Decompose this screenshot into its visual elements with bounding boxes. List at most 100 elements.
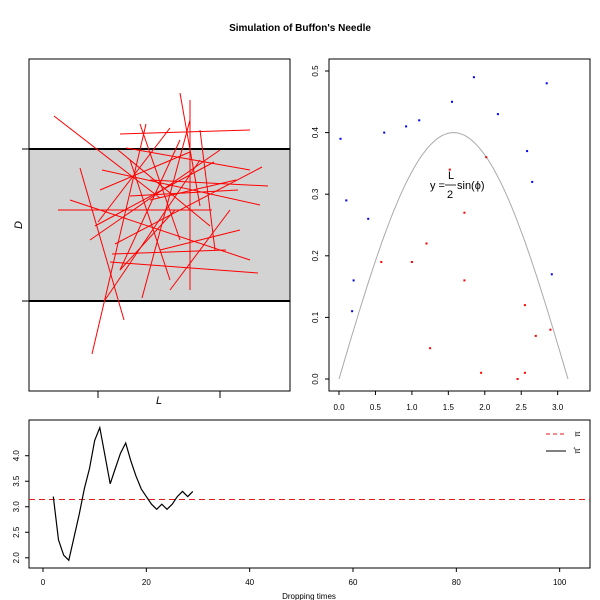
sine-point-20 — [463, 211, 466, 214]
needle-29 — [119, 209, 176, 271]
pi-y-tick-label-3: 3.5 — [12, 475, 21, 487]
pi-y-tick-label-1: 2.5 — [12, 526, 21, 538]
sine-point-4 — [367, 217, 370, 220]
sine-point-13 — [545, 82, 548, 85]
sine-x-tick-label-6: 3.0 — [552, 403, 564, 412]
curve-label-numerator: L — [448, 170, 454, 182]
pi-x-tick-label-5: 100 — [553, 578, 567, 587]
needle-12 — [111, 249, 227, 255]
needle-9 — [149, 179, 269, 187]
needle-x-label: L — [156, 395, 162, 407]
needle-28 — [94, 161, 215, 227]
sine-y-tick-label-0: 0.0 — [311, 373, 320, 385]
sine-curve — [338, 132, 569, 380]
sine-point-21 — [463, 279, 466, 282]
needles-group — [53, 92, 269, 355]
sine-x-tick-label-4: 2.0 — [479, 403, 491, 412]
needle-23 — [199, 129, 216, 251]
needle-16 — [169, 209, 231, 291]
sine-point-27 — [534, 334, 537, 337]
sine-point-26 — [523, 304, 526, 307]
sine-point-19 — [448, 168, 451, 171]
needle-14 — [125, 147, 251, 171]
page-title: Simulation of Buffon's Needle — [229, 23, 371, 34]
sine-point-14 — [550, 273, 553, 276]
sine-x-ticks: 0.0 0.5 1.0 1.5 2.0 2.5 3.0 — [333, 391, 564, 412]
pi-y-tick-label-2: 3.0 — [12, 501, 21, 513]
curve-label-denominator: 2 — [447, 189, 453, 201]
needle-panel: L D — [13, 58, 291, 407]
pi-x-tick-label-3: 60 — [349, 578, 358, 587]
sine-y-tick-label-4: 0.4 — [311, 126, 320, 138]
sine-panel: 0.0 0.5 1.0 1.5 2.0 2.5 3.0 0.0 0.1 0.2 0.3 0.4 0.5… — [311, 58, 591, 412]
sine-point-28 — [549, 328, 552, 331]
needle-y-label: D — [13, 221, 25, 229]
sine-point-11 — [526, 150, 529, 153]
needle-10 — [129, 189, 239, 197]
sine-point-9 — [472, 76, 475, 79]
sine-point-3 — [351, 310, 354, 313]
legend-pi-label: π — [573, 431, 582, 437]
needle-7 — [109, 261, 259, 274]
sine-x-tick-label-2: 1.0 — [406, 403, 418, 412]
needle-11 — [79, 167, 125, 321]
needle-5 — [117, 149, 211, 227]
needle-0 — [53, 115, 161, 199]
needle-4 — [119, 129, 251, 135]
sine-points-group — [339, 76, 553, 380]
sine-point-1 — [345, 199, 348, 202]
sine-point-18 — [429, 347, 432, 350]
needle-20 — [104, 159, 201, 301]
pi-panel: 0 20 40 60 80 100 2.0 2.5 3.0 3.5 4.0 Dropping ti… — [12, 419, 591, 600]
sine-y-tick-label-1: 0.1 — [311, 311, 320, 323]
sine-point-2 — [352, 279, 355, 282]
sine-x-tick-label-1: 0.5 — [370, 403, 382, 412]
pi-panel-frame — [28, 419, 591, 569]
needle-18 — [139, 123, 181, 241]
pi-x-ticks: 0 20 40 60 80 100 — [41, 568, 567, 587]
sine-x-tick-label-5: 2.5 — [516, 403, 528, 412]
curve-label: y = L 2 sin(ϕ) — [430, 170, 485, 201]
pi-estimate-line — [52, 425, 194, 562]
needle-25 — [69, 199, 251, 261]
sine-y-ticks: 0.0 0.1 0.2 0.3 0.4 0.5 — [311, 65, 329, 385]
needle-13 — [141, 119, 191, 299]
sine-point-10 — [496, 113, 499, 116]
needle-26 — [129, 159, 171, 281]
sine-point-23 — [485, 156, 488, 159]
sine-point-8 — [451, 100, 453, 103]
pi-y-tick-label-0: 2.0 — [12, 552, 21, 564]
sine-x-tick-label-3: 1.5 — [443, 403, 455, 412]
pi-x-label: Dropping times — [282, 592, 336, 600]
needle-24 — [149, 179, 237, 201]
needle-1 — [91, 123, 147, 355]
needle-band — [29, 149, 290, 301]
sine-panel-frame — [328, 58, 591, 392]
sine-point-25 — [523, 371, 526, 374]
needle-19 — [159, 229, 241, 251]
pi-x-tick-label-4: 80 — [452, 578, 461, 587]
curve-label-suffix: sin(ϕ) — [457, 180, 485, 192]
legend-pi-hat-label: π̂ — [573, 446, 582, 454]
sine-x-tick-label-0: 0.0 — [333, 403, 345, 412]
sine-point-22 — [480, 371, 483, 374]
needle-panel-frame — [28, 58, 291, 392]
sine-point-5 — [383, 131, 386, 134]
sine-point-6 — [405, 125, 408, 128]
sine-point-12 — [531, 180, 534, 183]
needle-27 — [114, 166, 263, 245]
sine-point-16 — [410, 261, 413, 263]
sine-point-17 — [425, 242, 428, 245]
sine-point-7 — [418, 119, 421, 122]
pi-legend: π π̂ — [546, 431, 582, 454]
sine-point-0 — [339, 137, 342, 140]
needle-8 — [99, 151, 191, 191]
pi-x-tick-label-0: 0 — [41, 578, 46, 587]
curve-label-prefix: y = — [430, 180, 445, 192]
pi-y-tick-label-4: 4.0 — [12, 450, 21, 462]
sine-y-tick-label-3: 0.3 — [311, 188, 320, 200]
sine-point-24 — [516, 378, 519, 380]
pi-y-ticks: 2.0 2.5 3.0 3.5 4.0 — [12, 450, 29, 564]
pi-x-tick-label-1: 20 — [142, 578, 151, 587]
